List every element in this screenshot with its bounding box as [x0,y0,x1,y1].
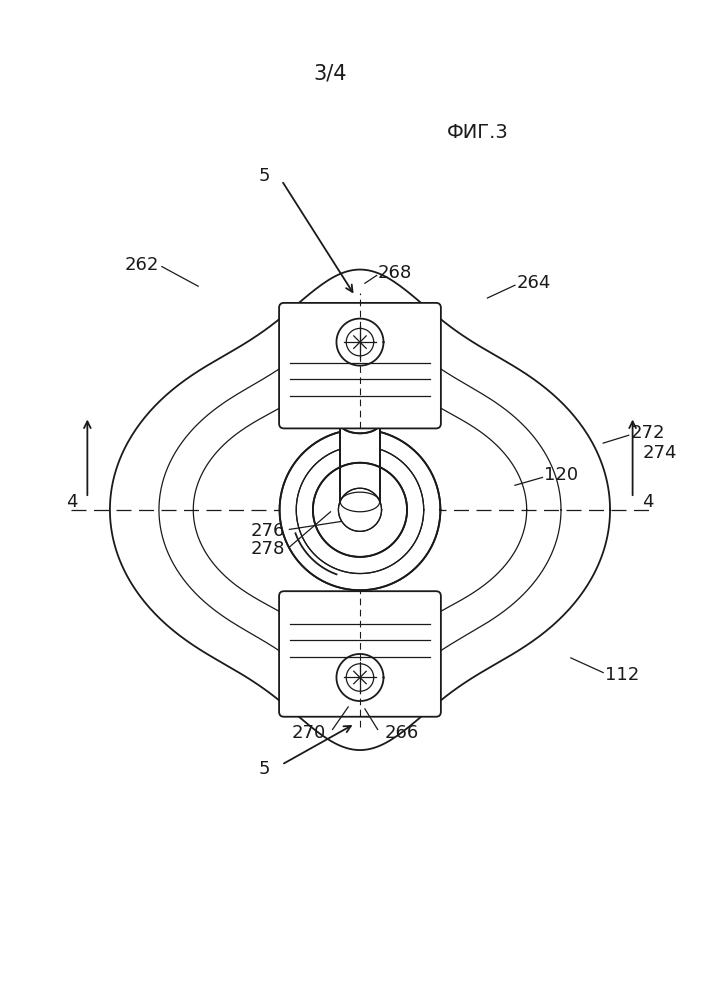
Text: 274: 274 [643,444,677,462]
Text: 4: 4 [643,493,654,511]
Text: 5: 5 [258,167,270,185]
Text: 268: 268 [378,264,412,282]
Text: 276: 276 [251,522,286,540]
Text: 264: 264 [517,274,551,292]
Text: 270: 270 [292,724,326,742]
Text: 272: 272 [630,424,665,442]
Text: 120: 120 [544,466,579,484]
Text: 262: 262 [124,256,159,274]
Text: 3/4: 3/4 [314,63,348,83]
Text: ФИГ.3: ФИГ.3 [447,123,508,142]
FancyBboxPatch shape [279,303,441,428]
Text: 112: 112 [605,666,640,684]
Polygon shape [340,424,380,502]
Text: 4: 4 [66,493,78,511]
Text: 5: 5 [258,760,270,778]
Text: 278: 278 [251,540,286,558]
FancyBboxPatch shape [279,591,441,717]
Circle shape [281,430,439,589]
Text: 266: 266 [385,724,419,742]
